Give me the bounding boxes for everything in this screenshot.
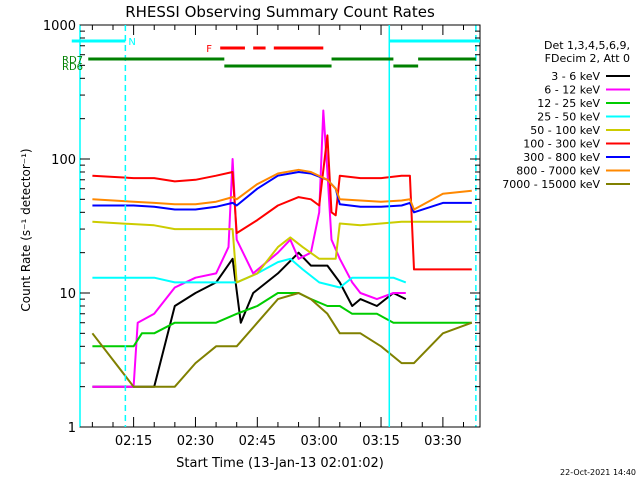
x-tick-label: 03:15 xyxy=(362,434,399,449)
legend-label-50-100-kev: 50 - 100 keV xyxy=(530,124,600,137)
y-tick-label: 100 xyxy=(51,153,76,168)
legend-label-100-300-kev: 100 - 300 keV xyxy=(523,138,600,151)
series-line-3-6-kev xyxy=(92,251,407,388)
legend-label-800-7000-kev: 800 - 7000 keV xyxy=(516,165,600,178)
x-tick-label: 02:45 xyxy=(239,434,276,449)
flag-label-rd6: RD6 xyxy=(62,62,83,73)
legend: Det 1,3,4,5,6,9, FDecim 2, Att 0 3 - 6 k… xyxy=(502,39,630,191)
legend-label-7000-15000-kev: 7000 - 15000 keV xyxy=(502,178,600,191)
chart-title: RHESSI Observing Summary Count Rates xyxy=(125,3,435,21)
series-line-300-800-kev xyxy=(92,171,472,214)
x-tick-label: 03:00 xyxy=(300,434,337,449)
vertical-line-layer xyxy=(79,25,477,427)
y-axis-label: Count Rate (s⁻¹ detector⁻¹) xyxy=(19,148,33,311)
legend-header-line-2: FDecim 2, Att 0 xyxy=(545,52,630,65)
flag-label-rd7: RD7 xyxy=(62,55,83,66)
series-line-800-7000-kev xyxy=(92,168,472,211)
x-axis: 02:15 02:30 02:45 03:00 03:15 03:30 xyxy=(91,25,465,449)
y-tick-label: 1 xyxy=(68,421,76,436)
flag-label-f: F xyxy=(206,44,212,55)
plot-frame xyxy=(79,24,481,428)
y-tick-label: 1000 xyxy=(43,19,76,34)
series-line-50-100-kev xyxy=(92,220,472,284)
legend-label-6-12-kev: 6 - 12 keV xyxy=(544,84,600,97)
series-line-6-12-kev xyxy=(92,109,406,388)
x-tick-label: 02:15 xyxy=(115,434,152,449)
legend-label-3-6-kev: 3 - 6 keV xyxy=(551,70,600,83)
flag-label-n: N xyxy=(128,37,135,48)
series-line-25-50-kev xyxy=(92,257,407,289)
series-line-100-300-kev xyxy=(92,134,472,271)
series-line-12-25-kev xyxy=(92,292,472,348)
footer-date: 22-Oct-2021 14:40 xyxy=(560,468,636,477)
y-tick-label: 10 xyxy=(59,287,76,302)
series-layer xyxy=(91,109,473,388)
legend-label-12-25-kev: 12 - 25 keV xyxy=(537,97,600,110)
legend-header-line-1: Det 1,3,4,5,6,9, xyxy=(544,39,630,52)
legend-label-25-50-kev: 25 - 50 keV xyxy=(537,111,600,124)
x-axis-label: Start Time (13-Jan-13 02:01:02) xyxy=(176,456,384,471)
legend-label-300-800-kev: 300 - 800 keV xyxy=(523,151,600,164)
x-tick-label: 03:30 xyxy=(424,434,461,449)
y-axis: 1 10 100 1000 xyxy=(43,19,480,436)
series-line-7000-15000-kev xyxy=(91,292,473,388)
x-tick-label: 02:30 xyxy=(177,434,214,449)
